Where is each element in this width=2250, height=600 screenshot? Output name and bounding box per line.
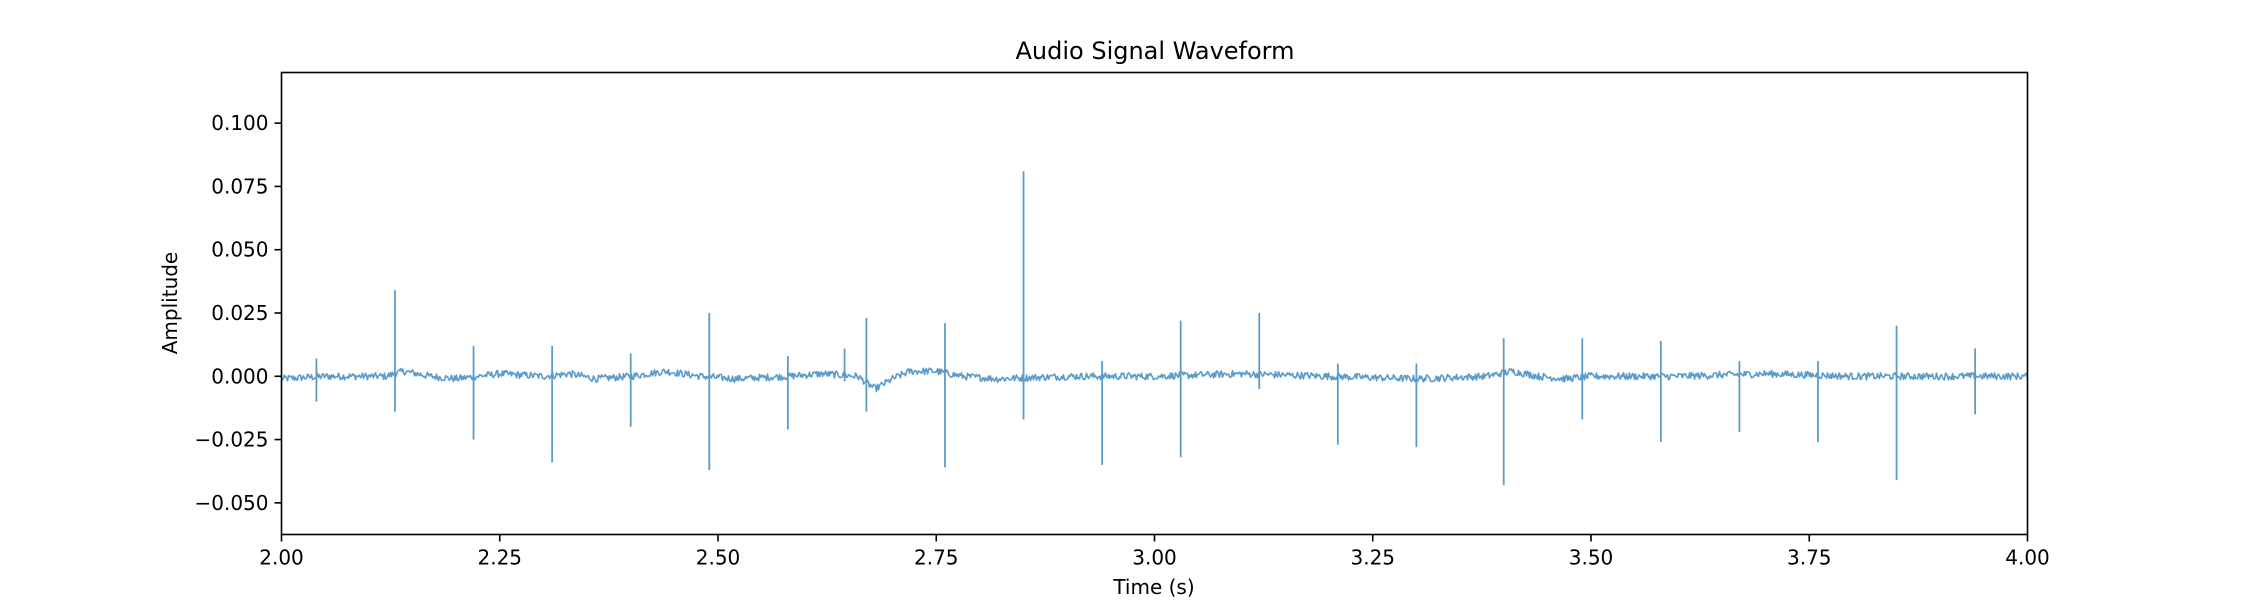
waveform-series xyxy=(280,171,2029,486)
x-tick-label: 2.25 xyxy=(477,546,522,570)
y-tick-label: −0.025 xyxy=(194,428,268,452)
y-tick-label: 0.000 xyxy=(211,364,268,388)
y-tick-label: 0.100 xyxy=(211,111,268,135)
y-tick-label: −0.050 xyxy=(194,491,268,515)
y-tick-label: 0.050 xyxy=(211,238,268,262)
x-tick-label: 2.00 xyxy=(259,546,304,570)
y-axis-label: Amplitude xyxy=(158,252,182,355)
waveform-line xyxy=(280,367,2029,393)
x-tick-label: 3.75 xyxy=(1787,546,1832,570)
x-tick-label: 3.00 xyxy=(1132,546,1177,570)
x-tick-label: 4.00 xyxy=(2005,546,2050,570)
x-tick-label: 3.50 xyxy=(1569,546,1614,570)
x-tick-label: 3.25 xyxy=(1350,546,1395,570)
y-tick-label: 0.075 xyxy=(211,174,268,198)
x-axis-label: Time (s) xyxy=(1112,575,1194,599)
y-axis: 0.100 0.075 0.050 0.025 0.000 −0.025 −0.050 xyxy=(194,111,282,515)
chart-title: Audio Signal Waveform xyxy=(1015,37,1294,65)
y-tick-label: 0.025 xyxy=(211,301,268,325)
x-tick-label: 2.50 xyxy=(696,546,741,570)
x-tick-label: 2.75 xyxy=(914,546,959,570)
x-axis: 2.00 2.25 2.50 2.75 3.00 3.25 3.50 3.75 4.00 xyxy=(259,534,2050,570)
plot-area xyxy=(280,71,2029,536)
